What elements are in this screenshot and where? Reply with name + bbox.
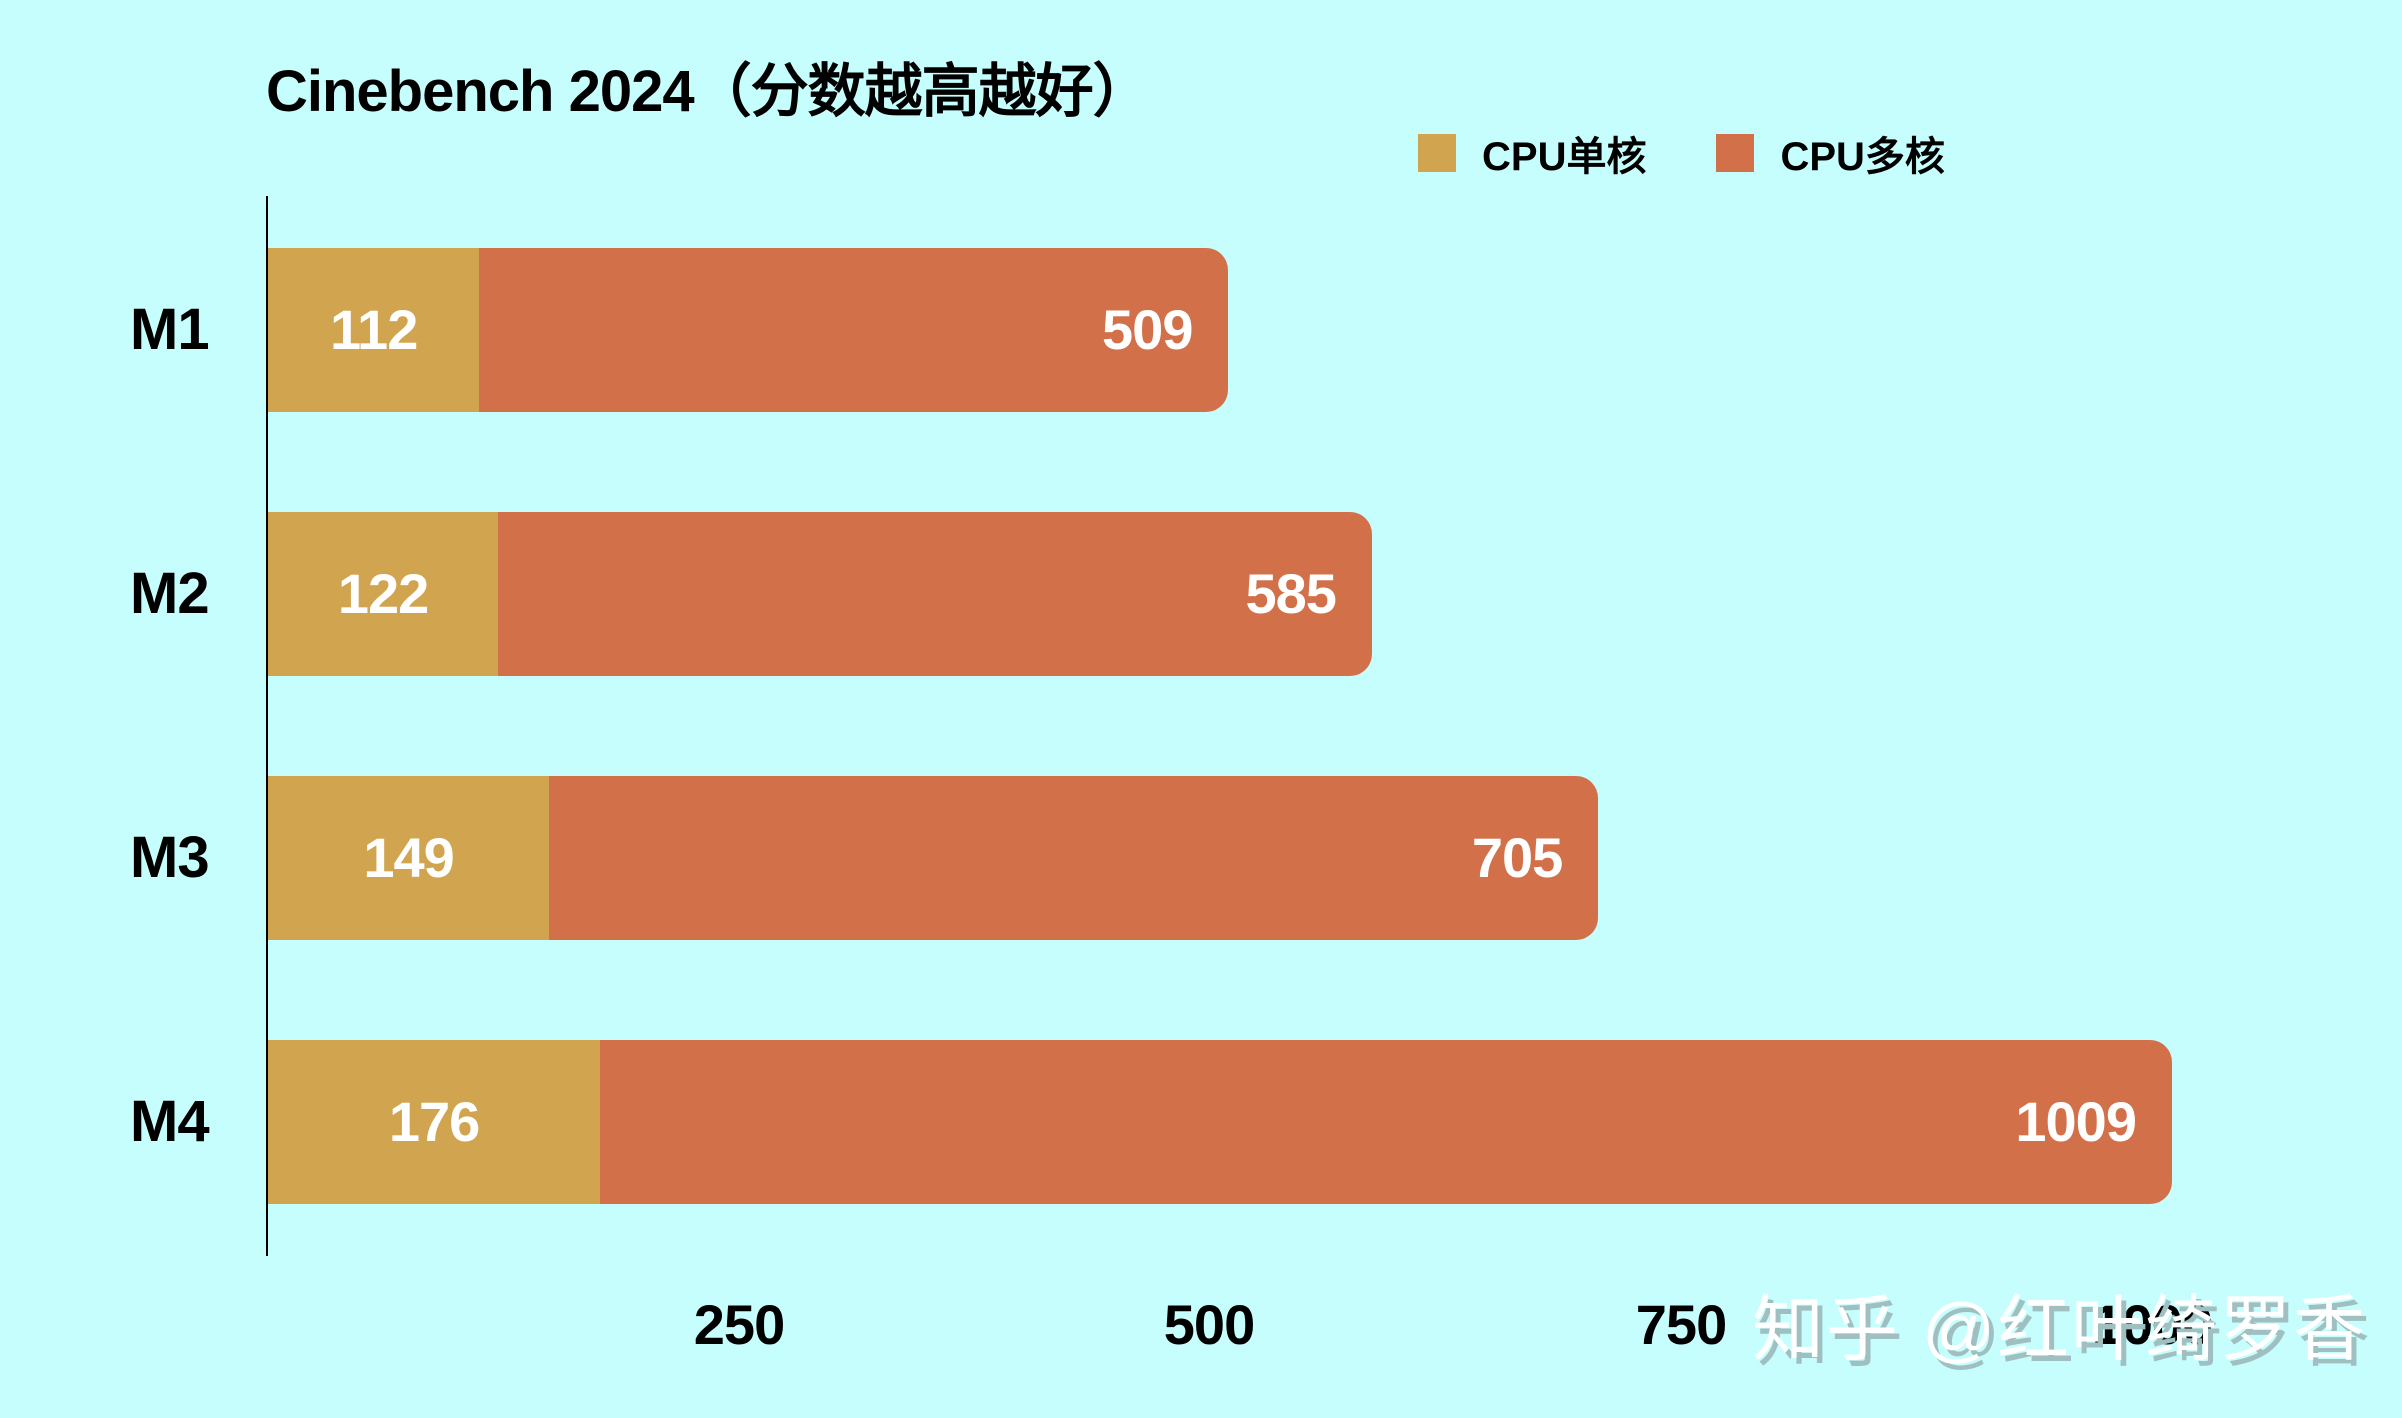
category-label: M2 — [130, 561, 210, 626]
single-core-value: 112 — [330, 298, 418, 361]
single-core-value: 149 — [363, 826, 454, 889]
single-core-bar — [268, 1040, 601, 1204]
single-core-value: 176 — [388, 1090, 480, 1153]
multi-core-bar: 122 585 — [268, 512, 1372, 676]
y-axis-line — [266, 196, 268, 1256]
legend-item-multi-core: CPU多核 — [1716, 124, 1945, 182]
multi-core-value: 585 — [1245, 562, 1336, 625]
bar-row-m4: M4 176 1009 — [0, 1040, 2402, 1204]
legend-swatch-multi-core — [1716, 134, 1755, 172]
x-tick-250: 250 — [693, 1293, 785, 1356]
legend-item-single-core: CPU单核 — [1418, 124, 1646, 182]
legend: CPU单核 CPU多核 — [1418, 124, 2015, 182]
bar-row-m2: M2 122 585 — [0, 512, 2402, 676]
single-core-bar — [268, 248, 480, 412]
multi-core-bar: 176 1009 — [268, 1040, 2172, 1204]
multi-core-bar: 112 509 — [268, 248, 1229, 412]
x-tick-500: 500 — [1163, 1293, 1255, 1356]
legend-label: CPU单核 — [1482, 135, 1647, 179]
category-label: M4 — [130, 1089, 210, 1154]
x-tick-750: 750 — [1635, 1293, 1727, 1356]
bar-row-m1: M1 112 509 — [0, 248, 2402, 412]
legend-swatch-single-core — [1418, 134, 1456, 172]
chart-title: Cinebench 2024（分数越高越好） — [266, 59, 1151, 124]
bar-row-m3: M3 149 705 — [0, 776, 2402, 940]
category-label: M3 — [130, 825, 210, 890]
multi-core-value: 509 — [1102, 298, 1193, 361]
multi-core-value: 705 — [1471, 826, 1563, 889]
single-core-value: 122 — [337, 562, 429, 625]
watermark: 知乎 @红叶绮罗香 — [1752, 1290, 2368, 1370]
single-core-bar — [268, 776, 550, 940]
legend-label: CPU多核 — [1780, 135, 1945, 179]
single-core-bar — [268, 512, 499, 676]
x-tick-1000: 1000 — [2091, 1293, 2214, 1356]
category-label: M1 — [130, 297, 210, 362]
multi-core-bar: 149 705 — [268, 776, 1599, 940]
multi-core-value: 1009 — [2015, 1090, 2137, 1153]
